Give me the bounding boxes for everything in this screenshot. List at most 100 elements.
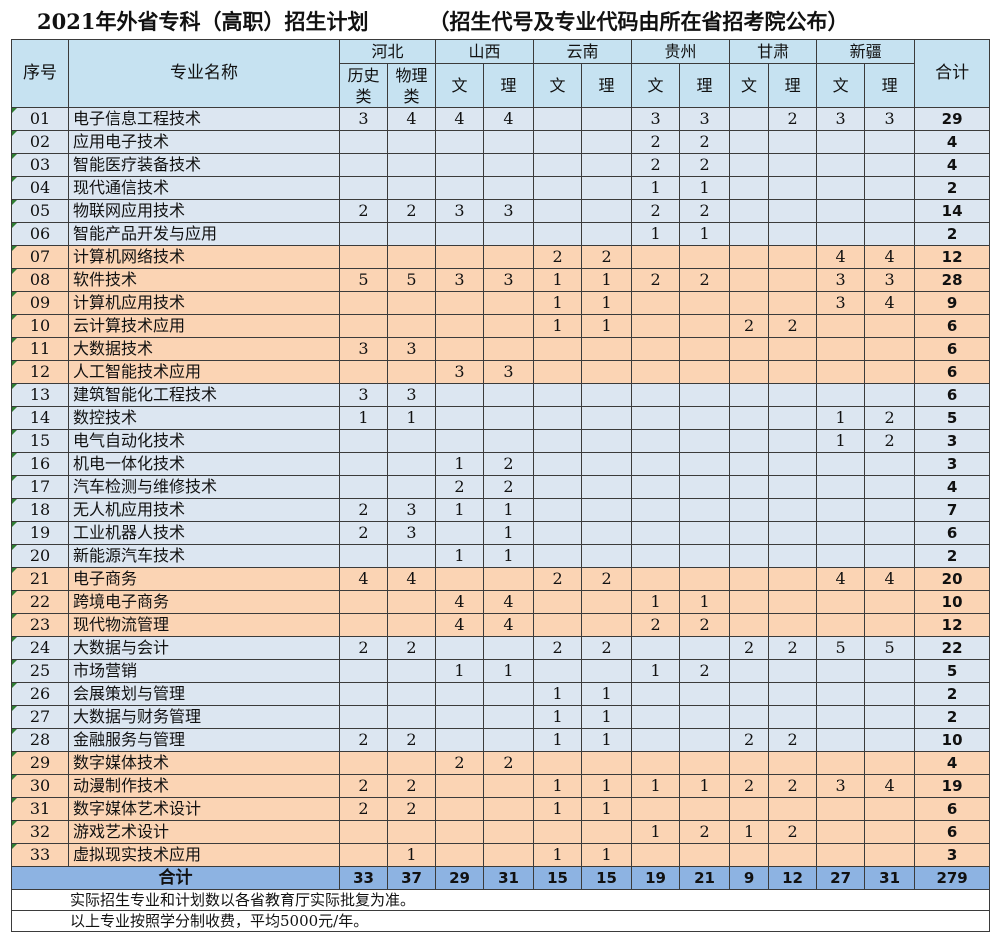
quota-cell: [435, 728, 485, 752]
quota-cell: 2: [581, 567, 633, 591]
quota-cell: [483, 245, 535, 269]
quota-cell: [864, 176, 916, 200]
quota-cell: 5: [816, 636, 866, 660]
quota-cell: [339, 659, 388, 683]
header-sub-arts: 文: [533, 63, 583, 108]
row-index: 26: [11, 682, 69, 706]
quota-cell: [581, 521, 633, 545]
major-name: 现代物流管理: [68, 613, 340, 637]
quota-cell: 3: [339, 337, 388, 361]
quota-cell: [679, 360, 731, 384]
quota-cell: [339, 705, 388, 729]
row-total: 3: [914, 452, 991, 476]
quota-cell: [729, 291, 770, 315]
quota-cell: [581, 498, 633, 522]
quota-cell: 5: [339, 268, 388, 292]
header-province-shanxi: 山西: [435, 39, 535, 64]
quota-cell: [339, 751, 388, 775]
quota-cell: [581, 751, 633, 775]
table-row: 28 金融服务与管理 2 2 1 1 2 2 10: [11, 728, 991, 752]
quota-cell: [533, 452, 583, 476]
quota-cell: [679, 429, 731, 453]
table-row: 15 电气自动化技术 1 2 3: [11, 429, 991, 453]
sheet-title: 2021年外省专科（高职）招生计划: [37, 9, 369, 34]
quota-cell: [483, 820, 535, 844]
row-total: 2: [914, 222, 991, 246]
quota-cell: 1: [533, 728, 583, 752]
quota-cell: 2: [483, 751, 535, 775]
quota-cell: [581, 613, 633, 637]
table-row: 18 无人机应用技术 2 3 1 1 7: [11, 498, 991, 522]
quota-cell: [679, 682, 731, 706]
header-major: 专业名称: [68, 39, 340, 108]
quota-cell: 2: [768, 314, 818, 338]
quota-cell: [435, 429, 485, 453]
quota-cell: 2: [768, 728, 818, 752]
table-row: 06 智能产品开发与应用 1 1 2: [11, 222, 991, 246]
quota-cell: 3: [435, 268, 485, 292]
quota-cell: [483, 130, 535, 154]
quota-cell: [768, 521, 818, 545]
quota-cell: 1: [631, 659, 681, 683]
quota-cell: 2: [729, 314, 770, 338]
quota-cell: 1: [581, 705, 633, 729]
row-index: 04: [11, 176, 69, 200]
quota-cell: [483, 176, 535, 200]
quota-cell: [864, 130, 916, 154]
quota-cell: 3: [816, 107, 866, 131]
quota-cell: [339, 314, 388, 338]
quota-cell: [533, 429, 583, 453]
quota-cell: [864, 498, 916, 522]
table-row: 27 大数据与财务管理 1 1 2: [11, 705, 991, 729]
table-row: 20 新能源汽车技术 1 1 2: [11, 544, 991, 568]
quota-cell: [816, 590, 866, 614]
quota-cell: [864, 728, 916, 752]
quota-cell: [483, 843, 535, 867]
quota-cell: 1: [631, 774, 681, 798]
quota-cell: [631, 475, 681, 499]
quota-cell: 3: [483, 199, 535, 223]
quota-cell: [768, 797, 818, 821]
quota-cell: [768, 544, 818, 568]
major-name: 电子信息工程技术: [68, 107, 340, 131]
summary-cell: 31: [864, 866, 916, 890]
quota-cell: 1: [631, 222, 681, 246]
quota-cell: [768, 406, 818, 430]
quota-cell: [729, 176, 770, 200]
quota-cell: [679, 291, 731, 315]
table-row: 29 数字媒体技术 2 2 4: [11, 751, 991, 775]
row-total: 2: [914, 705, 991, 729]
quota-cell: 3: [435, 199, 485, 223]
quota-cell: [729, 567, 770, 591]
quota-cell: 1: [679, 222, 731, 246]
quota-cell: [435, 682, 485, 706]
title-bar: 2021年外省专科（高职）招生计划 （招生代号及专业代码由所在省招考院公布）: [11, 3, 989, 39]
quota-cell: [631, 452, 681, 476]
quota-cell: [729, 107, 770, 131]
quota-cell: [483, 705, 535, 729]
quota-cell: 2: [864, 429, 916, 453]
table-row: 07 计算机网络技术 2 2 4 4 12: [11, 245, 991, 269]
table-row: 11 大数据技术 3 3 6: [11, 337, 991, 361]
quota-cell: [581, 406, 633, 430]
table-body: 01 电子信息工程技术 3 4 4 4 3 3 2 3 3 29 02 应用电子技术 2 2 4 03 智能医疗装备…: [11, 107, 991, 867]
row-total: 5: [914, 406, 991, 430]
quota-cell: [768, 705, 818, 729]
quota-cell: 3: [816, 268, 866, 292]
quota-cell: 2: [533, 245, 583, 269]
quota-cell: 2: [339, 498, 388, 522]
summary-cell: 33: [339, 866, 388, 890]
quota-cell: 2: [483, 475, 535, 499]
quota-cell: [386, 475, 437, 499]
table-row: 12 人工智能技术应用 3 3 6: [11, 360, 991, 384]
quota-cell: 1: [816, 429, 866, 453]
summary-cell: 15: [581, 866, 633, 890]
quota-cell: [679, 406, 731, 430]
quota-cell: 2: [679, 820, 731, 844]
quota-cell: 1: [483, 544, 535, 568]
quota-cell: [435, 291, 485, 315]
quota-cell: 2: [631, 199, 681, 223]
quota-cell: [679, 705, 731, 729]
row-index: 33: [11, 843, 69, 867]
summary-cell: 9: [729, 866, 770, 890]
